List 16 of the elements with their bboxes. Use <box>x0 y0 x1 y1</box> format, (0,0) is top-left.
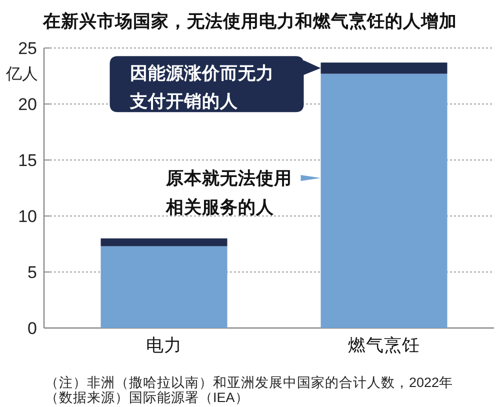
bar <box>100 246 228 328</box>
x-tick-label: 电力 <box>146 335 182 355</box>
y-tick-label: 20 <box>18 95 37 114</box>
legend-label: 因能源涨价而无力支付开销的人 <box>128 63 274 112</box>
bar <box>320 74 448 328</box>
y-axis-title: 亿人 <box>5 66 38 83</box>
bar <box>100 238 228 246</box>
y-tick-label: 0 <box>28 319 37 338</box>
chart-title: 在新兴市场国家，无法使用电力和燃气烹饪的人增加 <box>42 11 457 31</box>
y-tick-label: 5 <box>28 263 37 282</box>
y-tick-label: 25 <box>18 39 37 58</box>
x-tick-label: 燃气烹饪 <box>348 335 420 355</box>
text: （注）非洲（撒哈拉以南）和亚洲发展中国家的合计人数，2022年 <box>45 375 454 390</box>
y-tick-label: 10 <box>18 207 37 226</box>
y-tick-label: 15 <box>18 151 37 170</box>
text: （数据来源）国际能源署（IEA） <box>45 390 249 405</box>
